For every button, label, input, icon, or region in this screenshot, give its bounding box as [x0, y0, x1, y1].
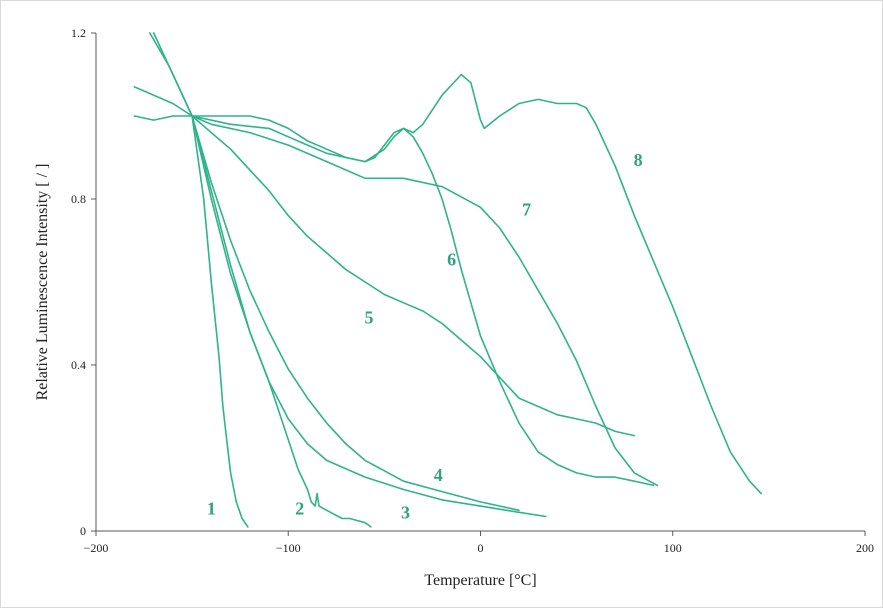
curve-label-1: 1	[207, 498, 216, 518]
curve-label-4: 4	[434, 465, 443, 485]
series-line-3	[191, 115, 547, 518]
x-tick-labels: −200 −100 0 100 200	[84, 531, 874, 555]
x-tick-label: −100	[276, 541, 301, 555]
series-line-5	[191, 115, 636, 437]
series-line-2	[149, 32, 372, 528]
x-tick-label: −200	[84, 541, 109, 555]
y-tick-label: 0	[80, 524, 86, 538]
y-axis-title: Relative Luminescence Intensity [ / ]	[34, 164, 51, 401]
x-tick-label: 100	[664, 541, 682, 555]
y-tick-labels: 0 0.4 0.8 1.2	[71, 26, 96, 538]
series-line-7	[133, 86, 659, 487]
curve-label-6: 6	[447, 249, 456, 269]
y-tick-label: 0.4	[71, 358, 86, 372]
curve-label-5: 5	[364, 308, 373, 328]
series-line-8	[152, 32, 763, 495]
x-tick-label: 0	[478, 541, 484, 555]
series-lines	[133, 32, 763, 528]
x-tick-label: 200	[856, 541, 874, 555]
y-tick-label: 0.8	[71, 192, 86, 206]
curve-label-7: 7	[522, 200, 531, 220]
series-line-6	[133, 115, 655, 487]
curve-label-8: 8	[634, 150, 643, 170]
curve-label-3: 3	[401, 503, 410, 523]
curve-label-2: 2	[295, 498, 304, 518]
y-tick-label: 1.2	[71, 26, 86, 40]
series-line-4	[191, 115, 520, 512]
x-axis-title: Temperature [°C]	[424, 572, 536, 589]
curve-labels: 1 2 3 4 5 6 7 8	[207, 150, 643, 523]
series-line-1	[191, 115, 249, 528]
